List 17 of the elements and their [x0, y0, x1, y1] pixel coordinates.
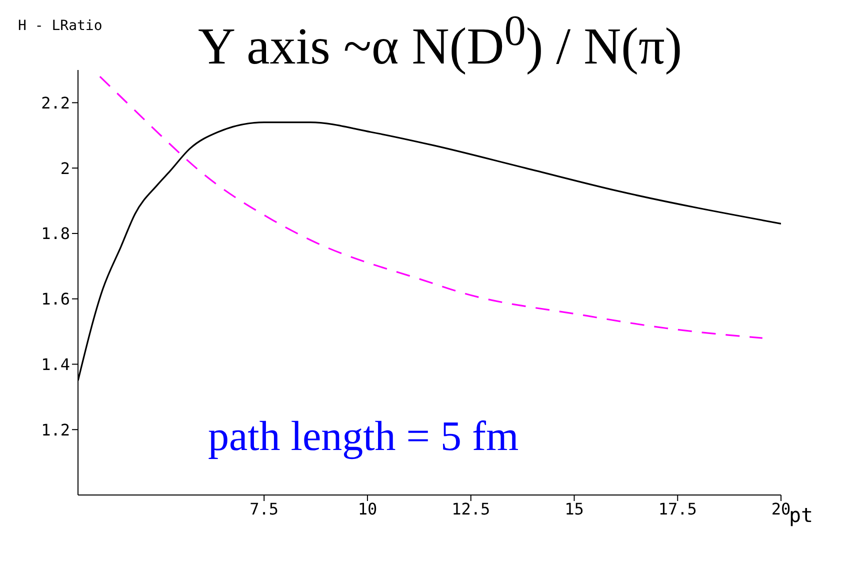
x-tick-label: 17.5 [658, 499, 697, 518]
x-axis-title: pt [789, 503, 814, 528]
chart-title: Y axis ~α N(D$^{0}$) / N(π) [198, 6, 682, 76]
x-tick-label: 20 [771, 499, 791, 518]
y-tick-label: 1.8 [41, 224, 70, 244]
x-tick-label: 7.5 [250, 499, 279, 518]
x-tick-label: 10 [358, 499, 378, 518]
y-tick-label: 1.2 [41, 420, 70, 440]
y-tick-label: 2 [60, 158, 70, 178]
x-tick-label: 12.5 [452, 499, 490, 518]
x-tick-label: 15 [564, 499, 584, 518]
y-tick-label: 2.2 [41, 93, 70, 112]
y-axis-title: H - LRatio [18, 18, 102, 34]
y-tick-label: 1.6 [41, 290, 70, 309]
annotation: path length = 5 fm [208, 413, 519, 461]
line-series [99, 76, 764, 339]
y-tick-label: 1.4 [41, 354, 70, 374]
